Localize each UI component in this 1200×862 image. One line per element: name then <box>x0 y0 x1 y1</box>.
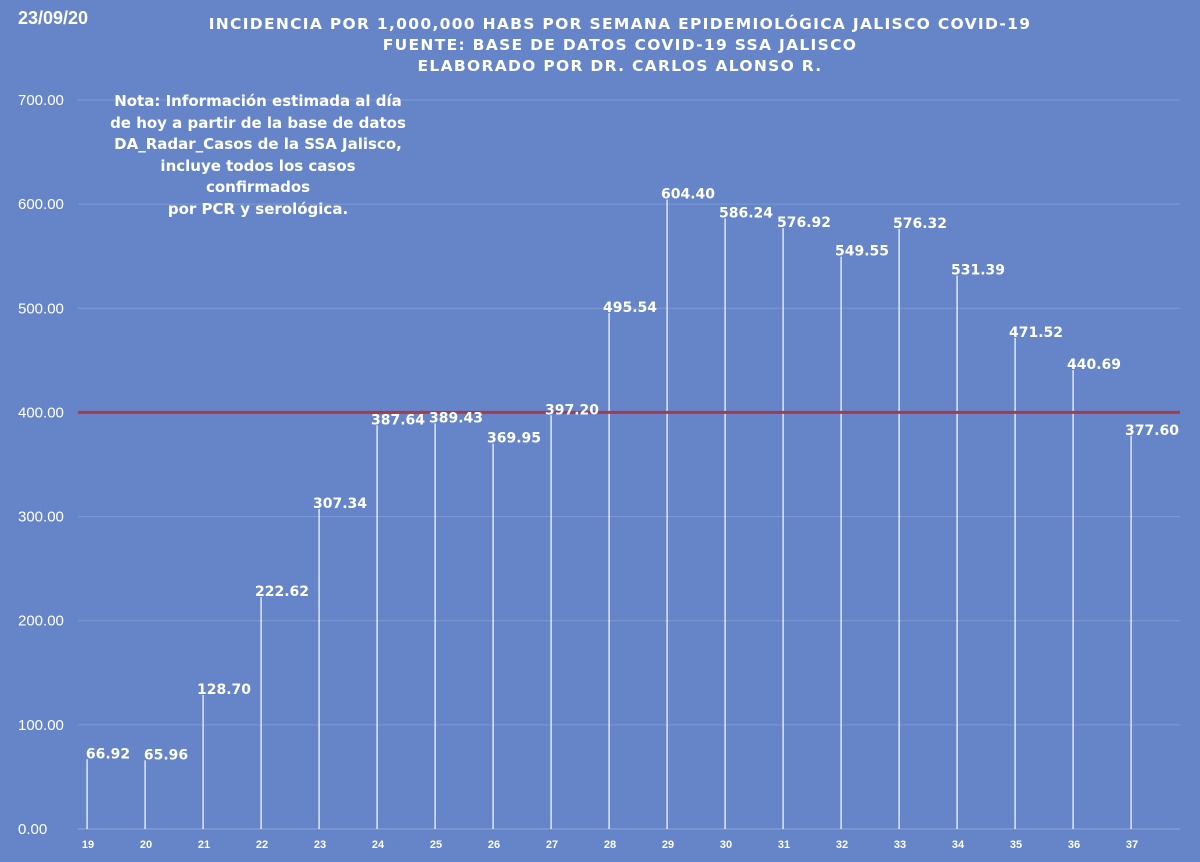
x-tick-label: 35 <box>1010 839 1022 851</box>
x-tick-label: 21 <box>198 839 210 851</box>
x-tick-label: 22 <box>256 839 268 851</box>
y-tick-label: 400.00 <box>18 404 64 421</box>
bar <box>724 218 726 830</box>
bar <box>1072 370 1074 829</box>
x-tick-label: 24 <box>372 839 385 851</box>
bar <box>550 415 552 829</box>
x-tick-label: 26 <box>488 839 500 851</box>
data-label: 586.24 <box>719 205 773 221</box>
x-tick-label: 20 <box>140 839 152 851</box>
note-line: Nota: Información estimada al día <box>114 92 402 110</box>
data-label: 576.32 <box>893 216 947 232</box>
data-label: 531.39 <box>951 263 1005 279</box>
bar <box>1014 337 1016 829</box>
bar <box>492 443 494 829</box>
x-tick-label: 32 <box>836 839 848 851</box>
y-tick-label: 600.00 <box>18 196 64 213</box>
chart-title: INCIDENCIA POR 1,000,000 HABS POR SEMANA… <box>120 14 1120 77</box>
data-label: 576.92 <box>777 215 831 231</box>
x-tick-label: 27 <box>546 839 558 851</box>
data-label: 128.70 <box>197 682 251 698</box>
note-line: de hoy a partir de la base de datos <box>110 113 406 132</box>
subtitle-author: ELABORADO POR DR. CARLOS ALONSO R. <box>417 57 823 75</box>
data-label: 369.95 <box>487 431 541 447</box>
x-tick-label: 30 <box>720 839 732 851</box>
data-label: 397.20 <box>545 402 599 418</box>
note-text: Nota: Información estimada al día de hoy… <box>108 91 408 220</box>
data-label: 389.43 <box>429 410 483 426</box>
data-label: 387.64 <box>371 412 425 428</box>
date-label: 23/09/20 <box>18 8 89 28</box>
bar <box>202 694 204 829</box>
data-label: 440.69 <box>1067 357 1121 373</box>
bar <box>86 759 88 829</box>
y-tick-label: 0.00 <box>18 821 47 838</box>
bar <box>898 228 900 829</box>
x-tick-label: 36 <box>1068 839 1080 851</box>
y-tick-label: 700.00 <box>18 92 64 109</box>
bar <box>434 423 436 829</box>
bar <box>260 597 262 829</box>
x-tick-label: 34 <box>952 839 965 851</box>
x-tick-label: 23 <box>314 839 326 851</box>
x-tick-label: 29 <box>662 839 674 851</box>
x-tick-label: 37 <box>1126 839 1138 851</box>
note-line: DA_Radar_Casos de la SSA Jalisco, <box>114 135 402 153</box>
data-label: 66.92 <box>86 746 130 762</box>
bar <box>782 228 784 830</box>
bar <box>318 508 320 829</box>
data-label: 222.62 <box>255 584 309 600</box>
data-label: 495.54 <box>603 300 657 316</box>
bar <box>376 425 378 829</box>
y-tick-label: 500.00 <box>18 300 64 317</box>
x-tick-label: 28 <box>604 839 616 851</box>
y-tick-label: 100.00 <box>18 717 64 734</box>
x-tick-label: 19 <box>82 839 94 851</box>
bar <box>666 199 668 830</box>
bar <box>608 312 610 829</box>
bar <box>1130 435 1132 829</box>
data-label: 604.40 <box>661 187 715 203</box>
y-tick-label: 200.00 <box>18 613 64 630</box>
x-tick-label: 31 <box>778 839 790 851</box>
bar <box>840 256 842 829</box>
data-label: 307.34 <box>313 496 367 512</box>
data-label: 377.60 <box>1125 423 1179 439</box>
bar <box>956 275 958 829</box>
x-tick-label: 33 <box>894 839 906 851</box>
x-tick-label: 25 <box>430 839 442 851</box>
bar <box>144 760 146 829</box>
note-line: incluye todos los casos confirmados <box>160 156 356 197</box>
note-line: por PCR y serológica. <box>167 199 349 218</box>
data-label: 471.52 <box>1009 325 1063 341</box>
y-tick-label: 300.00 <box>18 509 64 526</box>
title-line: INCIDENCIA POR 1,000,000 HABS POR SEMANA… <box>208 15 1032 33</box>
subtitle-source: FUENTE: BASE DE DATOS COVID-19 SSA JALIS… <box>382 36 858 54</box>
data-label: 65.96 <box>144 747 188 763</box>
data-label: 549.55 <box>835 244 889 260</box>
